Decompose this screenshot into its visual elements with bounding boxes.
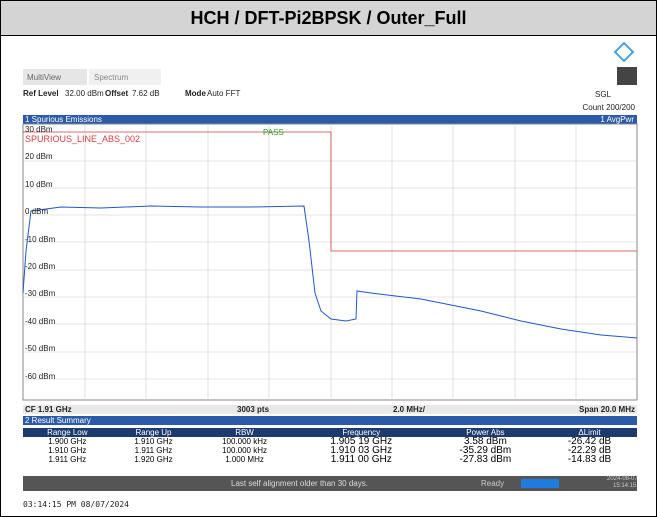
plot-footer [23, 405, 637, 414]
column-header: Range Low [23, 428, 112, 437]
sweep: SGL [595, 90, 612, 99]
center-freq: CF 1.91 GHz [25, 405, 72, 414]
cell: 1.911 00 GHz [330, 454, 392, 465]
plot-header [23, 115, 637, 124]
limit-check: PASS [263, 128, 284, 137]
cell: 3.58 dBm [464, 436, 507, 447]
label: Mode [185, 89, 206, 98]
limit-label: SPURIOUS_LINE_ABS_002 [25, 134, 141, 144]
cell: -35.29 dBm [459, 445, 512, 456]
status-bar [23, 476, 637, 491]
limit-line [23, 131, 637, 252]
cell: -22.29 dB [567, 445, 612, 456]
y-label: 0 dBm [25, 207, 49, 217]
result-table: Range Low Range Up RBW Frequency Power Abs ΔL… [23, 428, 637, 465]
cell: 100.000 kHz [222, 446, 267, 455]
y-label: -60 dBm [25, 371, 56, 381]
column-header: Frequency [293, 428, 429, 437]
points: 3003 pts [237, 405, 270, 414]
cell: 1.000 MHz [225, 455, 264, 464]
grid [23, 124, 637, 400]
tab[interactable] [89, 69, 161, 85]
count: Count 200/200 [582, 103, 636, 112]
column-header: ΔLimit [542, 428, 637, 437]
y-label: -10 dBm [25, 234, 56, 244]
logo [613, 41, 635, 63]
row: 1.910 GHz 1.911 GHz 100.000 kHz 1.910 03 GH… [23, 445, 637, 456]
trace-label: 1 AvgPwr [600, 115, 634, 124]
tab-label[interactable]: Spectrum [94, 73, 129, 82]
y-label: -20 dBm [25, 262, 56, 271]
span: Span 20.0 MHz [578, 405, 635, 414]
cell: 1.910 GHz [134, 437, 173, 446]
value: 7.62 dB [132, 89, 160, 98]
division: 2.0 MHz/ [393, 405, 426, 414]
column-header: RBW [195, 428, 294, 437]
menu-button[interactable] [617, 67, 637, 85]
status-date: 2024-08-07 [607, 476, 638, 482]
y-label: -30 dBm [25, 289, 56, 299]
status-time: 15:14:15 [613, 483, 637, 489]
timestamp: 03:14:15 PM 08/07/2024 [23, 500, 129, 509]
row: 1.900 GHz 1.910 GHz 100.000 kHz 1.905 19 GH… [23, 436, 637, 447]
table-header-bar [23, 416, 637, 425]
trace [22, 205, 638, 339]
cell: 1.911 GHz [48, 455, 87, 464]
cell: 1.910 03 GHz [330, 445, 393, 456]
cell: 1.920 GHz [134, 455, 173, 464]
column-header: Range Up [111, 428, 196, 437]
header-row: Range Low Range Up RBW Frequency Power Abs ΔL… [23, 428, 637, 437]
cell: 1.900 GHz [48, 437, 87, 446]
cell: 100.000 kHz [222, 437, 267, 446]
label: Ref Level [23, 89, 59, 98]
plot-title: 1 Spurious Emissions [25, 115, 102, 124]
cell: -14.83 dB [567, 454, 612, 465]
title: HCH / DFT-Pi2BPSK / Outer_Full [1, 1, 656, 36]
y-label: -50 dBm [25, 344, 56, 354]
status-message: Last self alignment older than 30 days. [231, 479, 368, 488]
cell: 1.910 GHz [48, 446, 87, 455]
cell: -27.83 dBm [459, 454, 512, 465]
row: 1.911 GHz 1.920 GHz 1.000 MHz 1.911 00 GHz -… [23, 454, 637, 465]
status-state: Ready [481, 479, 505, 488]
y-label: -40 dBm [25, 316, 56, 326]
progress [521, 479, 559, 488]
value: 32.00 dBm [65, 89, 104, 98]
cell: -26.42 dB [567, 436, 612, 447]
value: Auto FFT [207, 89, 241, 98]
cell: 1.911 GHz [134, 446, 173, 455]
plot-area [22, 123, 638, 401]
y-label: 30 dBm [25, 125, 53, 134]
y-label: 10 dBm [25, 179, 53, 189]
cell: 1.905 19 GHz [330, 436, 393, 447]
y-label: 20 dBm [25, 152, 53, 162]
tab[interactable] [23, 69, 87, 85]
table-title: 2 Result Summary [25, 416, 91, 425]
tab-label[interactable]: MultiView [27, 73, 62, 82]
column-header: Power Abs [428, 428, 542, 437]
label: Offset [105, 89, 129, 98]
